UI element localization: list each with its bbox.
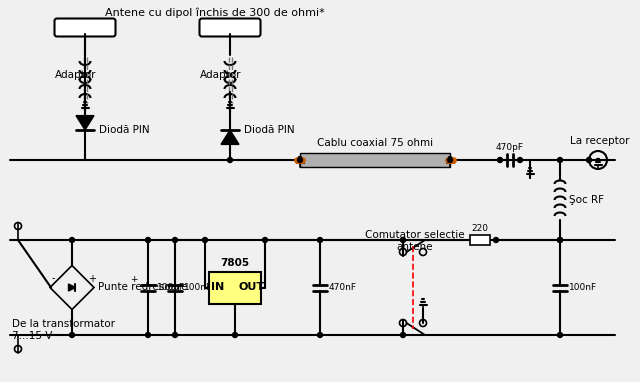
- Polygon shape: [76, 116, 94, 130]
- Polygon shape: [68, 284, 76, 291]
- Text: +: +: [131, 275, 138, 283]
- Text: 220: 220: [472, 224, 488, 233]
- Circle shape: [145, 332, 150, 338]
- Text: Antene cu dipol închis de 300 de ohmi*: Antene cu dipol închis de 300 de ohmi*: [105, 8, 325, 18]
- Circle shape: [557, 238, 563, 243]
- Circle shape: [145, 238, 150, 243]
- Circle shape: [70, 238, 74, 243]
- Text: Adaptor: Adaptor: [200, 70, 241, 80]
- Polygon shape: [221, 130, 239, 144]
- Circle shape: [518, 157, 522, 162]
- Circle shape: [232, 332, 237, 338]
- Circle shape: [70, 332, 74, 338]
- Circle shape: [227, 157, 232, 162]
- Text: Şoc RF: Şoc RF: [569, 195, 604, 205]
- Circle shape: [317, 332, 323, 338]
- Circle shape: [401, 238, 406, 243]
- Text: 100nF: 100nF: [184, 283, 212, 292]
- FancyBboxPatch shape: [470, 235, 490, 245]
- Circle shape: [173, 238, 177, 243]
- Text: Adaptor: Adaptor: [55, 70, 97, 80]
- Circle shape: [557, 238, 563, 243]
- Circle shape: [401, 332, 406, 338]
- FancyBboxPatch shape: [300, 153, 450, 167]
- Text: 7805: 7805: [220, 257, 250, 267]
- Circle shape: [202, 238, 207, 243]
- Circle shape: [173, 332, 177, 338]
- Text: IN: IN: [211, 283, 225, 293]
- Text: Cablu coaxial 75 ohmi: Cablu coaxial 75 ohmi: [317, 138, 433, 148]
- Circle shape: [447, 157, 452, 162]
- Text: Comutator selecţie
antene: Comutator selecţie antene: [365, 230, 465, 252]
- FancyBboxPatch shape: [54, 18, 115, 37]
- Circle shape: [298, 157, 303, 162]
- Text: OUT: OUT: [239, 283, 265, 293]
- Text: De la transformator
7...15 V: De la transformator 7...15 V: [12, 319, 115, 341]
- Text: 470pF: 470pF: [496, 143, 524, 152]
- Text: Punte redresoare: Punte redresoare: [98, 283, 188, 293]
- Text: La receptor: La receptor: [570, 136, 630, 146]
- Circle shape: [493, 238, 499, 243]
- Text: 100uF: 100uF: [157, 283, 185, 292]
- Text: Diodă PIN: Diodă PIN: [244, 125, 294, 135]
- Text: 100nF: 100nF: [569, 283, 597, 292]
- Circle shape: [596, 159, 600, 162]
- FancyBboxPatch shape: [200, 18, 260, 37]
- Circle shape: [557, 157, 563, 162]
- Circle shape: [557, 332, 563, 338]
- FancyBboxPatch shape: [209, 272, 261, 304]
- Circle shape: [317, 238, 323, 243]
- Circle shape: [497, 157, 502, 162]
- Text: +: +: [88, 274, 96, 283]
- Text: 470nF: 470nF: [329, 283, 357, 292]
- Text: -: -: [52, 274, 56, 283]
- Circle shape: [262, 238, 268, 243]
- Text: Diodă PIN: Diodă PIN: [99, 125, 150, 135]
- Circle shape: [586, 157, 591, 162]
